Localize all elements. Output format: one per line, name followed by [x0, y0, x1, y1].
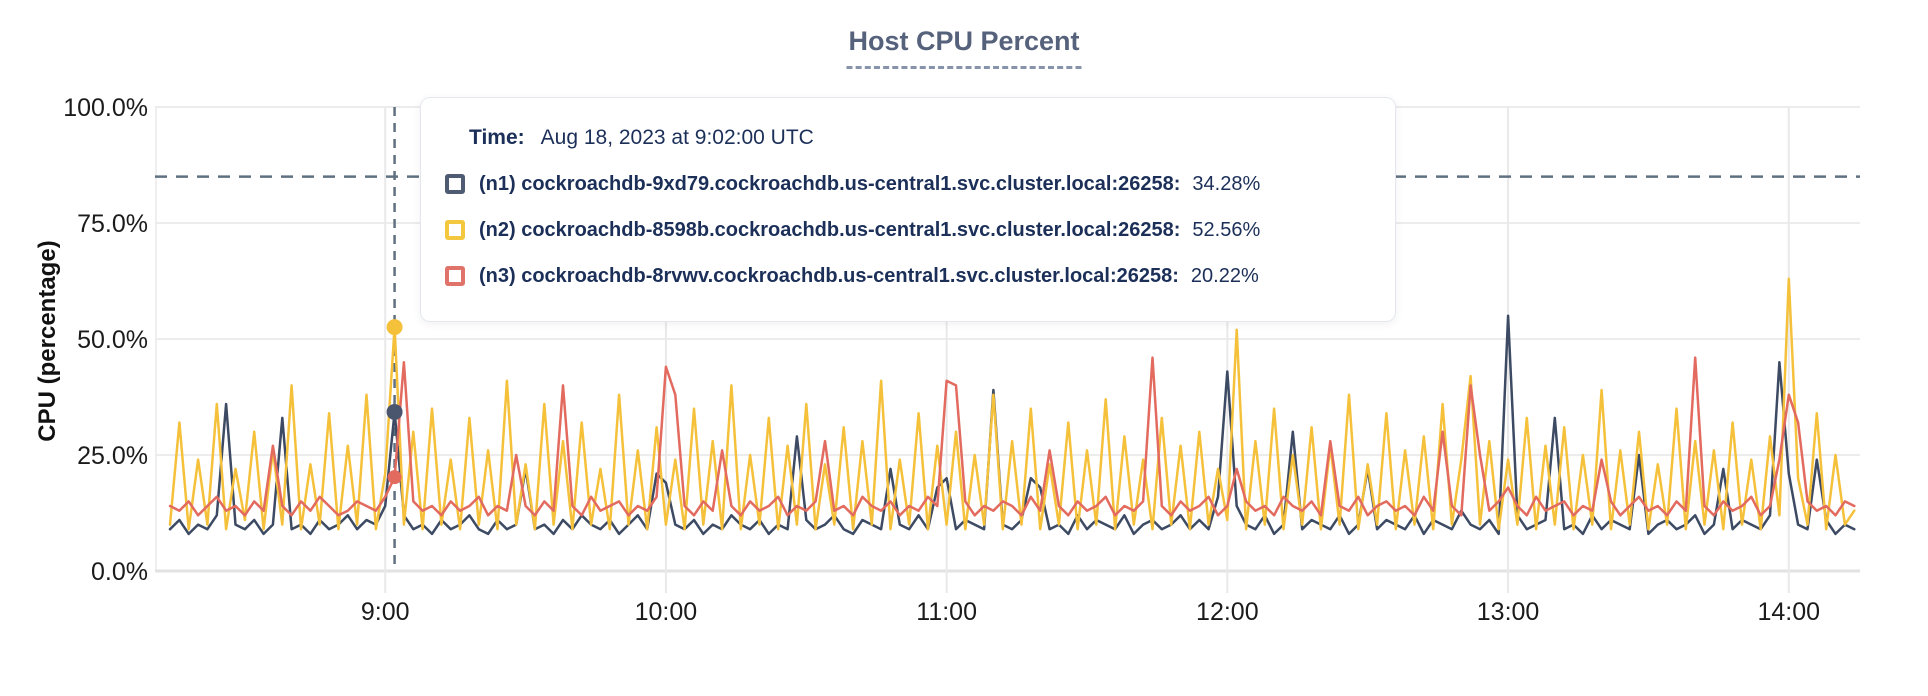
tooltip-n1-value: 34.28% [1192, 172, 1261, 195]
tooltip-n1-label: (n1) cockroachdb-9xd79.cockroachdb.us-ce… [479, 172, 1181, 195]
hover-dot-n1 [386, 403, 403, 420]
y-tick-label: 50.0% [77, 326, 148, 354]
x-tick-label: 13:00 [1477, 598, 1540, 626]
tooltip-row-n2: (n2) cockroachdb-8598b.cockroachdb.us-ce… [445, 218, 1371, 242]
y-tick-label: 100.0% [63, 94, 148, 122]
tooltip-n2-label: (n2) cockroachdb-8598b.cockroachdb.us-ce… [479, 218, 1181, 241]
y-tick-label: 25.0% [77, 442, 148, 470]
tooltip-n3-value: 20.22% [1190, 264, 1259, 287]
tooltip-time-row: Time: Aug 18, 2023 at 9:02:00 UTC [469, 126, 1371, 150]
chart-tooltip: Time: Aug 18, 2023 at 9:02:00 UTC (n1) c… [420, 97, 1396, 322]
y-tick-label: 75.0% [77, 210, 148, 238]
series-n3-swatch-icon [445, 266, 465, 286]
y-tick-label: 0.0% [91, 558, 148, 586]
tooltip-row-n3: (n3) cockroachdb-8rvwv.cockroachdb.us-ce… [445, 264, 1371, 288]
series-n2-swatch-icon [445, 220, 465, 240]
tooltip-n2-value: 52.56% [1192, 218, 1261, 241]
tooltip-time-label: Time: [469, 126, 525, 149]
hover-dot-n2 [386, 319, 403, 336]
x-tick-label: 9:00 [361, 598, 410, 626]
x-tick-label: 12:00 [1196, 598, 1259, 626]
x-tick-label: 10:00 [635, 598, 698, 626]
tooltip-row-n1: (n1) cockroachdb-9xd79.cockroachdb.us-ce… [445, 172, 1371, 196]
tooltip-time-value: Aug 18, 2023 at 9:02:00 UTC [540, 126, 814, 149]
x-tick-label: 14:00 [1757, 598, 1820, 626]
chart-title: Host CPU Percent [846, 26, 1082, 69]
hover-dot-n3 [387, 470, 402, 485]
series-line-n1 [168, 314, 1856, 536]
series-line-n3 [168, 356, 1856, 517]
x-tick-label: 11:00 [916, 598, 977, 626]
series-line-n2 [168, 277, 1856, 531]
tooltip-n3-label: (n3) cockroachdb-8rvwv.cockroachdb.us-ce… [479, 264, 1179, 287]
y-axis-label: CPU (percentage) [34, 240, 61, 442]
series-n1-swatch-icon [445, 174, 465, 194]
